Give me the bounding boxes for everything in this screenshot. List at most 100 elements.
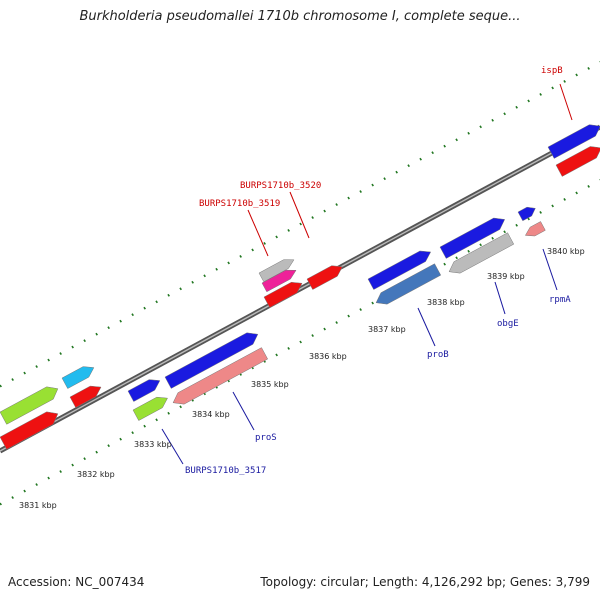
- upper-tick-mark: [11, 378, 14, 381]
- lower-tick-mark: [143, 424, 146, 428]
- lower-tick-mark: [455, 256, 458, 260]
- label-leader-lines: [161, 83, 573, 465]
- gene-arrow: [261, 269, 297, 293]
- upper-tick-mark: [71, 345, 74, 349]
- upper-tick-mark: [323, 209, 326, 213]
- upper-tick-mark: [239, 254, 242, 258]
- label-leader-line: [247, 209, 269, 257]
- label-leader-line: [494, 281, 506, 315]
- lower-tick-mark: [335, 321, 338, 324]
- lower-tick-mark: [515, 223, 518, 227]
- lower-tick-mark: [131, 431, 134, 435]
- gene-features: [0, 124, 600, 450]
- gene-arrow: [127, 379, 161, 402]
- upper-tick-mark: [359, 190, 362, 194]
- lower-tick-mark: [503, 230, 506, 234]
- upper-tick-mark: [335, 203, 338, 206]
- upper-tick-mark: [503, 112, 506, 116]
- upper-tick-mark: [155, 300, 158, 304]
- upper-tick-mark: [143, 306, 146, 310]
- upper-tick-mark: [395, 170, 398, 174]
- gene-arrow: [524, 221, 546, 237]
- upper-tick-mark: [563, 80, 566, 83]
- upper-tick-mark: [107, 326, 110, 330]
- upper-tick-mark: [47, 358, 50, 362]
- lower-tick-mark: [119, 437, 122, 441]
- kbp-tick-label: 3831 kbp: [19, 501, 57, 510]
- lower-tick-mark: [83, 457, 86, 461]
- label-leader-line: [417, 307, 436, 347]
- kbp-tick-labels: 3831 kbp 3832 kbp 3833 kbp 3834 kbp 3835 kbp…: [19, 247, 585, 510]
- gene-arrow: [439, 217, 506, 259]
- lower-tick-mark: [35, 483, 38, 486]
- upper-tick-mark: [527, 99, 530, 103]
- upper-tick-mark: [23, 371, 26, 375]
- upper-tick-mark: [575, 73, 578, 77]
- gene-arrow: [375, 263, 442, 305]
- gene-arrow: [0, 411, 59, 450]
- lower-tick-mark: [179, 405, 182, 409]
- accession-text: Accession: NC_007434: [8, 575, 145, 589]
- gene-label: BURPS1710b_3517: [185, 466, 266, 476]
- lower-tick-mark: [359, 308, 362, 312]
- kbp-tick-label: 3832 kbp: [77, 470, 115, 479]
- upper-tick-mark: [203, 274, 206, 278]
- gene-arrow: [367, 250, 432, 290]
- upper-tick-mark: [587, 67, 590, 70]
- kbp-tick-label: 3833 kbp: [134, 440, 172, 449]
- upper-tick-mark: [371, 183, 374, 187]
- upper-tick-mark: [287, 229, 290, 232]
- lower-tick-mark: [551, 204, 554, 208]
- gene-label: obgE: [497, 319, 519, 329]
- lower-tick-mark: [371, 301, 374, 305]
- gene-label: BURPS1710b_3520: [240, 181, 321, 191]
- lower-tick-mark: [443, 262, 446, 266]
- upper-tick-mark: [179, 287, 182, 291]
- gene-arrow: [258, 259, 295, 283]
- upper-tick-mark: [419, 157, 422, 161]
- label-leader-line: [161, 428, 184, 465]
- chromosome-backbone: [0, 124, 600, 454]
- lower-tick-mark: [299, 340, 302, 344]
- gene-arrow: [132, 396, 168, 421]
- lower-tick-mark: [59, 470, 62, 474]
- gene-arrow: [164, 332, 259, 389]
- backbone-highlight: [0, 126, 600, 452]
- lower-tick-mark: [95, 450, 98, 454]
- upper-tick-dotted-line: [0, 61, 600, 388]
- gene-label: rpmA: [549, 295, 571, 305]
- upper-tick-mark: [251, 248, 254, 252]
- lower-tick-mark: [47, 476, 50, 480]
- topology-summary: Topology: circular; Length: 4,126,292 bp…: [260, 575, 590, 589]
- upper-tick-mark: [431, 151, 434, 155]
- upper-tick-mark: [407, 164, 410, 168]
- gene-arrow: [0, 386, 59, 425]
- upper-tick-mark: [275, 235, 278, 239]
- lower-tick-mark: [491, 236, 494, 240]
- upper-tick-mark: [515, 105, 518, 109]
- lower-tick-mark: [167, 411, 170, 415]
- upper-tick-mark: [263, 242, 266, 245]
- upper-tick-mark: [191, 280, 194, 284]
- upper-tick-mark: [227, 261, 230, 265]
- label-leader-line: [289, 191, 310, 239]
- upper-tick-mark: [467, 131, 470, 135]
- upper-tick-mark: [347, 196, 350, 200]
- upper-tick-mark: [35, 365, 38, 368]
- lower-tick-mark: [527, 217, 530, 221]
- lower-tick-mark: [479, 243, 482, 247]
- kbp-tick-label: 3836 kbp: [309, 352, 347, 361]
- gene-label: proS: [255, 433, 277, 443]
- kbp-tick-label: 3839 kbp: [487, 272, 525, 281]
- lower-tick-mark: [323, 327, 326, 331]
- lower-tick-mark: [0, 502, 2, 506]
- upper-tick-mark: [491, 118, 494, 122]
- kbp-tick-label: 3834 kbp: [192, 410, 230, 419]
- gene-arrow: [61, 366, 95, 389]
- upper-tick-mark: [0, 384, 2, 388]
- lower-tick-mark: [311, 334, 314, 337]
- gene-arrow: [69, 385, 102, 408]
- gene-arrow: [448, 232, 515, 274]
- gene-arrow: [306, 265, 343, 290]
